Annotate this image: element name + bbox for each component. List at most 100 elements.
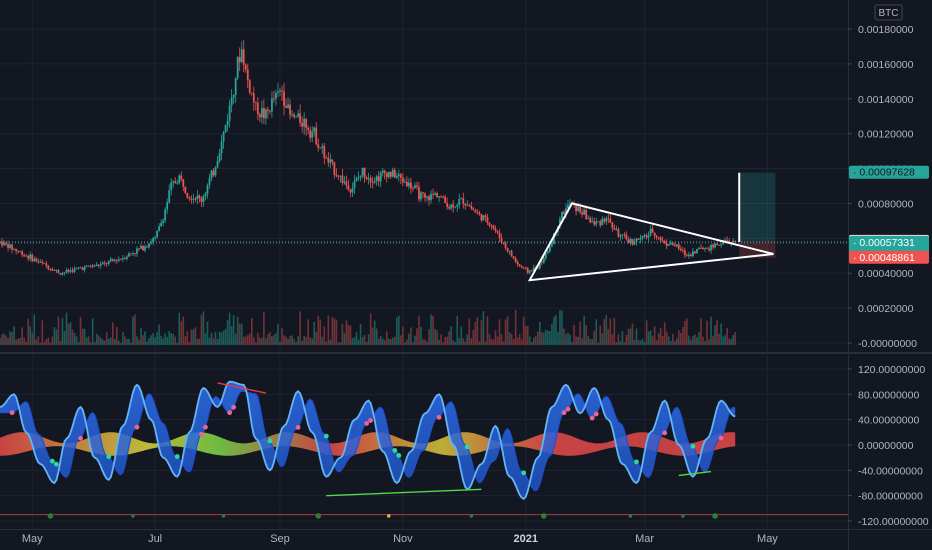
volume-bar: [136, 336, 138, 345]
volume-bar: [63, 330, 66, 345]
position-target-zone[interactable]: [739, 172, 776, 242]
price-tag: [849, 165, 929, 179]
candle-body: [470, 205, 473, 209]
candle-body: [53, 270, 56, 271]
candle-body: [99, 264, 102, 266]
volume-bar: [714, 325, 716, 345]
candle-body: [430, 194, 432, 201]
candle-body: [319, 147, 322, 149]
volume-bar: [708, 339, 710, 345]
candle-body: [710, 244, 712, 251]
wave-line: [0, 380, 736, 500]
candle-body: [387, 171, 390, 178]
volume-bar: [339, 342, 342, 345]
candle-body: [29, 254, 32, 259]
candle-body: [202, 196, 205, 202]
candle-body: [393, 169, 396, 178]
long-position-tool[interactable]: [738, 172, 776, 258]
triangle-outline[interactable]: [527, 202, 774, 282]
volume-bar: [432, 315, 434, 345]
candle-body: [162, 220, 165, 223]
candle-body: [563, 212, 565, 215]
candle-body: [506, 248, 509, 252]
volume-bar: [649, 330, 652, 345]
osc-tick-label: -120.00000000: [858, 516, 929, 528]
volume-bar: [673, 341, 676, 345]
candle-body: [597, 221, 600, 223]
volume-bar: [601, 333, 604, 345]
cross-dot-sell: [231, 404, 237, 410]
candle-body: [361, 167, 364, 176]
volume-bar: [442, 342, 444, 345]
volume-bar: [222, 330, 225, 345]
candle-body: [385, 173, 388, 178]
volume-bar: [0, 337, 1, 345]
volume-bar: [671, 334, 674, 345]
volume-bar: [379, 336, 382, 345]
volume-bar: [579, 321, 581, 345]
candle-body: [180, 175, 183, 180]
candle-body: [210, 170, 213, 179]
volume-bar: [569, 334, 571, 345]
divergence-line[interactable]: [678, 470, 712, 477]
candle-body: [575, 204, 577, 212]
candle-body: [220, 141, 223, 154]
volume-bar: [33, 314, 36, 345]
volume-bar: [498, 319, 501, 345]
candle-body: [716, 243, 718, 246]
volume-bar: [684, 320, 686, 345]
candle-body: [494, 228, 497, 231]
volume-bar: [287, 338, 289, 345]
candle-body: [208, 178, 211, 186]
candle-body: [466, 205, 469, 207]
volume-bar: [629, 328, 632, 345]
volume-bar: [567, 332, 569, 345]
volume-bar: [164, 333, 166, 345]
volume-bar: [230, 326, 233, 345]
candle-body: [520, 265, 523, 268]
candle-body: [256, 102, 259, 115]
volume-bar: [236, 316, 239, 345]
candle-body: [154, 236, 156, 239]
time-axis[interactable]: May Jul Sep Nov 2021 Mar May: [22, 533, 778, 545]
candle-body: [377, 176, 380, 182]
candle-body: [524, 267, 527, 269]
divergence-line[interactable]: [217, 382, 267, 394]
volume-bar: [162, 338, 164, 345]
volume-bar: [571, 341, 573, 345]
volume-bar: [426, 341, 428, 345]
oscillator-axis[interactable]: 120.00000000 80.00000000 40.00000000 0.0000…: [848, 364, 929, 528]
candle-body: [111, 259, 114, 261]
candle-body: [17, 250, 20, 252]
volume-bar: [35, 339, 38, 345]
candle-body: [37, 261, 40, 263]
candle-body: [93, 265, 96, 267]
divergence-line[interactable]: [326, 488, 482, 497]
candle-body: [496, 230, 499, 233]
candle-body: [81, 267, 84, 270]
volume-bar: [543, 332, 545, 345]
candle-body: [178, 175, 181, 184]
candle-body: [629, 239, 632, 243]
candle-body: [651, 228, 654, 233]
candle-body: [204, 193, 207, 197]
candle-body: [119, 259, 122, 261]
volume-bar: [404, 342, 406, 345]
volume-bar: [712, 335, 714, 345]
price-tick-label: 0.00040000: [858, 268, 914, 280]
candle-body: [484, 215, 487, 218]
triangle-pattern[interactable]: [527, 202, 774, 282]
time-tick-label: Jul: [148, 533, 162, 545]
volume-bar: [202, 311, 205, 345]
volume-bar: [1, 334, 3, 345]
price-axis[interactable]: 0.00180000 0.00160000 0.00140000 0.00120000…: [848, 24, 917, 350]
cross-dot-buy: [49, 458, 55, 464]
volume-bar: [226, 320, 229, 345]
volume-bar: [365, 341, 368, 345]
currency-badge[interactable]: BTC: [874, 4, 903, 21]
volume-bar: [418, 315, 420, 345]
price-tags: · 0.00097628· 0.00057989· 0.0005733114:4…: [849, 165, 929, 264]
candle-body: [712, 244, 714, 248]
candle-body: [687, 254, 690, 257]
